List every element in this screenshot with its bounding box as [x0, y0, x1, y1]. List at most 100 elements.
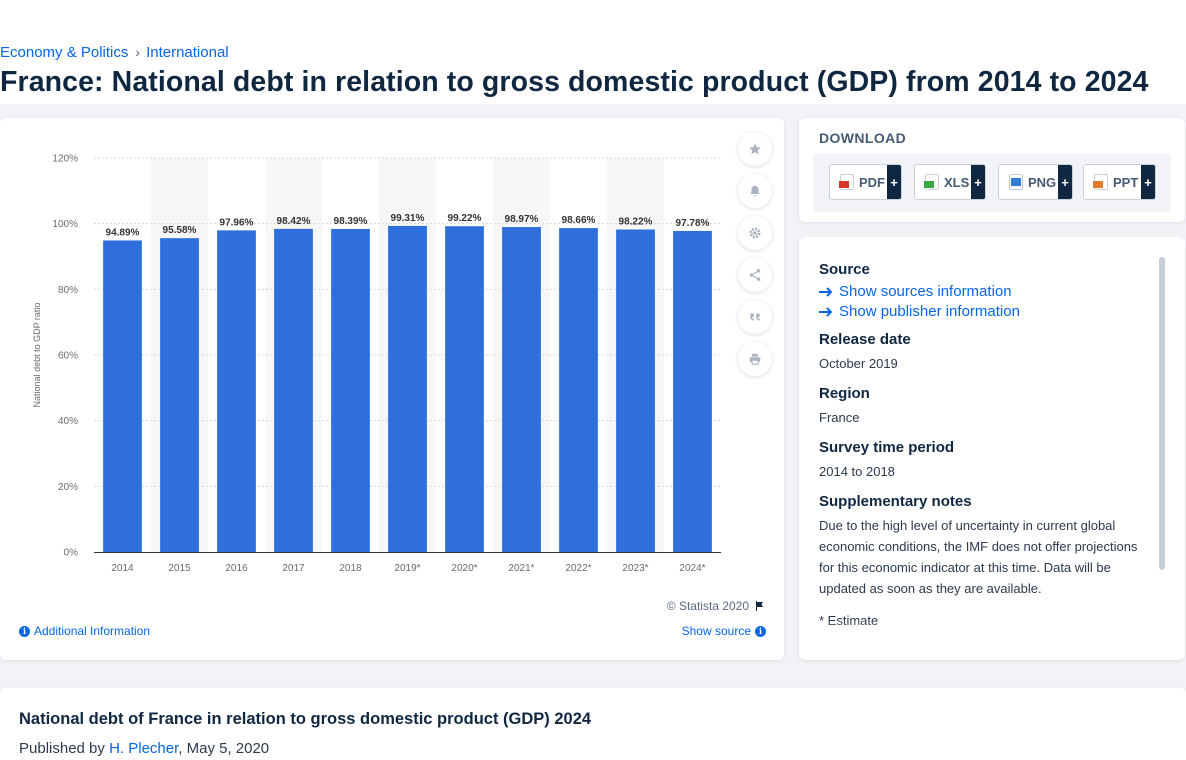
info-icon: i	[755, 625, 766, 637]
arrow-right-icon	[819, 286, 833, 297]
data-label: 97.96%	[220, 217, 254, 228]
bar	[559, 228, 598, 552]
data-label: 99.22%	[448, 213, 482, 224]
x-tick-label: 2024*	[679, 563, 705, 574]
bar	[160, 238, 199, 552]
bar	[217, 230, 256, 552]
survey-period-section: Survey time period 2014 to 2018	[819, 439, 1151, 482]
data-label: 98.42%	[277, 216, 311, 227]
page-title: France: National debt in relation to gro…	[0, 66, 1149, 98]
y-tick-label: 120%	[52, 154, 78, 165]
xls-label: XLS	[944, 174, 970, 190]
published-by-label: Published by	[19, 740, 110, 757]
supplementary-notes-value: Due to the high level of uncertainty in …	[819, 518, 1138, 596]
bar	[502, 227, 541, 552]
additional-information-link[interactable]: i Additional Information	[19, 624, 150, 638]
plus-icon: +	[971, 165, 985, 199]
flag-icon[interactable]	[754, 600, 766, 612]
statistic-details: Source Show sources information Show pub…	[819, 261, 1151, 631]
show-source-label: Show source	[681, 624, 751, 638]
supplementary-notes-heading: Supplementary notes	[819, 493, 972, 510]
download-buttons: PDF + XLS + PNG + PPT +	[813, 154, 1171, 212]
x-tick-label: 2019*	[394, 563, 420, 574]
scroll-fade	[799, 620, 1185, 660]
quote-icon[interactable]	[738, 300, 772, 334]
ppt-label: PPT	[1113, 174, 1139, 190]
print-icon[interactable]	[738, 342, 772, 376]
x-tick-label: 2016	[225, 563, 248, 574]
download-xls-button[interactable]: XLS +	[914, 164, 986, 200]
info-scrollbar[interactable]	[1159, 257, 1165, 570]
breadcrumb: Economy & Politics › International	[0, 43, 229, 61]
x-tick-label: 2022*	[565, 563, 591, 574]
y-tick-label: 100%	[52, 219, 78, 230]
publish-date: , May 5, 2020	[178, 740, 270, 757]
bar	[331, 228, 370, 553]
bell-icon[interactable]	[738, 174, 772, 208]
ppt-file-icon	[1093, 174, 1108, 190]
download-png-button[interactable]: PNG +	[998, 164, 1073, 200]
source-section: Source Show sources information Show pub…	[819, 261, 1151, 320]
breadcrumb-separator: ›	[135, 44, 141, 60]
y-tick-label: 80%	[58, 285, 78, 296]
chart-card: 0% 20% 40% 60% 80% 100% 120% 94.89% 2014 95.58% 20…	[0, 118, 784, 660]
scrollbar-thumb[interactable]	[1159, 257, 1165, 570]
source-heading: Source	[819, 261, 870, 278]
statistic-headline: National debt of France in relation to g…	[19, 710, 592, 728]
chart-copyright: © Statista 2020	[667, 599, 766, 613]
data-label: 98.97%	[505, 214, 539, 225]
show-source-link[interactable]: Show source i	[682, 624, 766, 638]
pdf-label: PDF	[859, 174, 885, 190]
region-heading: Region	[819, 385, 870, 402]
x-tick-label: 2015	[168, 563, 191, 574]
survey-period-heading: Survey time period	[819, 439, 955, 456]
download-title: DOWNLOAD	[819, 130, 907, 146]
x-tick-label: 2014	[111, 563, 134, 574]
data-label: 98.22%	[619, 217, 653, 228]
download-ppt-button[interactable]: PPT +	[1083, 164, 1156, 200]
plus-icon: +	[1058, 165, 1072, 199]
chart-tools	[738, 132, 772, 384]
y-axis-title: National debt to GDP ratio	[32, 303, 42, 408]
show-sources-link[interactable]: Show sources information	[819, 283, 1151, 300]
x-tick-label: 2018	[339, 563, 362, 574]
top-navigation-bar	[0, 0, 1186, 40]
breadcrumb-economy-politics[interactable]: Economy & Politics	[0, 43, 129, 61]
download-pdf-button[interactable]: PDF +	[829, 164, 902, 200]
additional-information-label: Additional Information	[34, 624, 151, 638]
release-date-heading: Release date	[819, 331, 911, 348]
x-tick-label: 2021*	[508, 563, 534, 574]
star-icon[interactable]	[738, 132, 772, 166]
author-link[interactable]: H. Plecher	[109, 740, 179, 757]
show-publisher-link[interactable]: Show publisher information	[819, 303, 1151, 320]
statistic-details-card: Source Show sources information Show pub…	[799, 237, 1185, 660]
bar	[445, 226, 484, 552]
data-label: 95.58%	[163, 225, 197, 236]
arrow-right-icon	[819, 306, 833, 317]
show-sources-label: Show sources information	[839, 283, 1012, 300]
x-tick-label: 2020*	[451, 563, 477, 574]
x-tick-label: 2017	[282, 563, 305, 574]
png-file-icon	[1009, 174, 1023, 190]
statistic-description-card: National debt of France in relation to g…	[0, 688, 1186, 760]
data-label: 97.78%	[676, 218, 710, 229]
y-tick-label: 0%	[64, 548, 79, 559]
plus-icon: +	[1141, 165, 1155, 199]
png-label: PNG	[1028, 174, 1057, 190]
release-date-value: October 2019	[819, 356, 898, 371]
show-publisher-label: Show publisher information	[839, 303, 1020, 320]
gear-icon[interactable]	[738, 216, 772, 250]
data-label: 98.39%	[334, 216, 368, 227]
data-label: 99.31%	[391, 213, 425, 224]
y-tick-label: 60%	[58, 351, 78, 362]
region-value: France	[819, 410, 860, 425]
bar	[274, 228, 313, 552]
data-label: 98.66%	[562, 215, 596, 226]
data-label: 94.89%	[106, 227, 140, 238]
share-icon[interactable]	[738, 258, 772, 292]
region-section: Region France	[819, 385, 1151, 428]
y-tick-label: 40%	[58, 416, 78, 427]
bar	[388, 225, 427, 552]
release-date-section: Release date October 2019	[819, 331, 1151, 374]
breadcrumb-international[interactable]: International	[146, 43, 229, 61]
